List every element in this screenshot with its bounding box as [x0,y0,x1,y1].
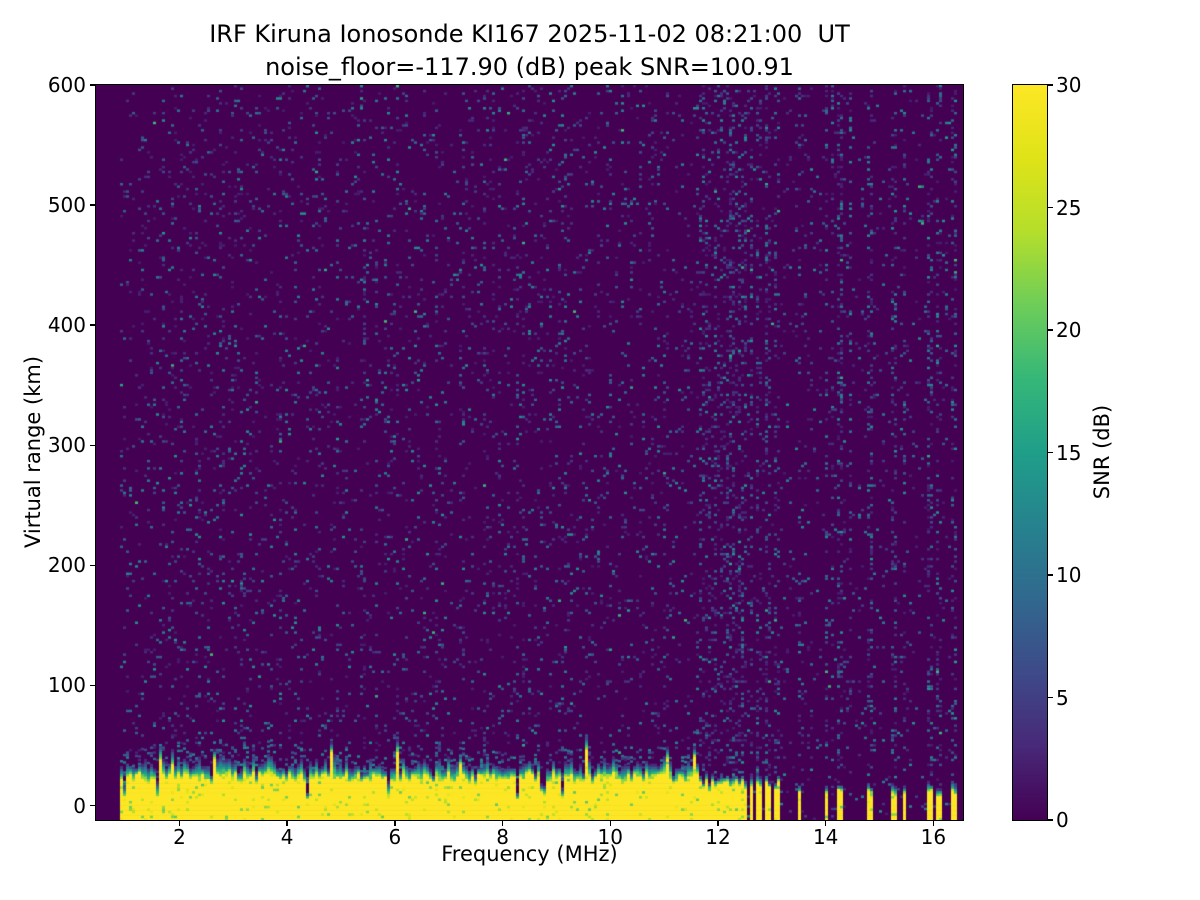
y-tick-label: 600 [47,73,86,97]
y-tick-mark [90,804,95,807]
colorbar [1012,84,1048,821]
x-axis-label: Frequency (MHz) [441,842,618,866]
x-tick-label: 6 [388,825,402,849]
x-tick-label: 10 [597,825,623,849]
colorbar-tick-mark [1048,819,1053,821]
x-tick-label: 2 [173,825,186,849]
colorbar-tick-label: 30 [1056,73,1082,97]
x-tick-label: 8 [496,825,509,849]
y-tick-mark [90,564,95,567]
x-tick-mark [501,821,504,826]
x-tick-mark [824,821,827,826]
colorbar-tick-mark [1048,574,1053,576]
chart-subtitle: noise_floor=-117.90 (dB) peak SNR=100.91 [265,53,794,81]
colorbar-tick-label: 0 [1056,808,1069,832]
chart-title: IRF Kiruna Ionosonde KI167 2025-11-02 08… [209,20,850,48]
x-tick-label: 14 [812,825,839,849]
y-tick-mark [90,84,95,86]
x-tick-mark [717,821,719,826]
colorbar-tick-label: 10 [1056,563,1082,587]
x-tick-label: 4 [280,825,294,849]
x-tick-mark [178,821,181,826]
y-tick-mark [90,204,95,206]
y-tick-label: 300 [47,433,86,458]
x-tick-mark [394,821,396,826]
colorbar-tick-mark [1048,329,1053,331]
heatmap-canvas [96,85,963,820]
x-tick-mark [932,821,935,826]
x-tick-mark [609,821,612,826]
colorbar-tick-label: 5 [1056,685,1069,710]
y-tick-mark [90,684,95,687]
colorbar-tick-mark [1048,451,1053,454]
colorbar-tick-label: 20 [1056,318,1082,342]
y-tick-label: 0 [73,793,86,818]
plot-area [95,84,964,821]
y-tick-mark [90,324,95,326]
y-tick-label: 100 [47,673,86,698]
y-tick-label: 500 [47,193,86,218]
colorbar-tick-label: 15 [1056,440,1082,465]
x-tick-label: 12 [705,825,731,849]
colorbar-label: SNR (dB) [1090,404,1114,500]
x-tick-label: 16 [920,825,947,849]
colorbar-canvas [1013,85,1047,820]
y-tick-label: 200 [47,553,86,578]
colorbar-tick-mark [1048,206,1053,209]
y-tick-mark [90,444,95,447]
colorbar-tick-mark [1048,696,1053,699]
colorbar-tick-mark [1048,84,1053,86]
x-tick-mark [286,821,288,826]
y-tick-label: 400 [47,313,86,338]
colorbar-tick-label: 25 [1056,195,1082,220]
